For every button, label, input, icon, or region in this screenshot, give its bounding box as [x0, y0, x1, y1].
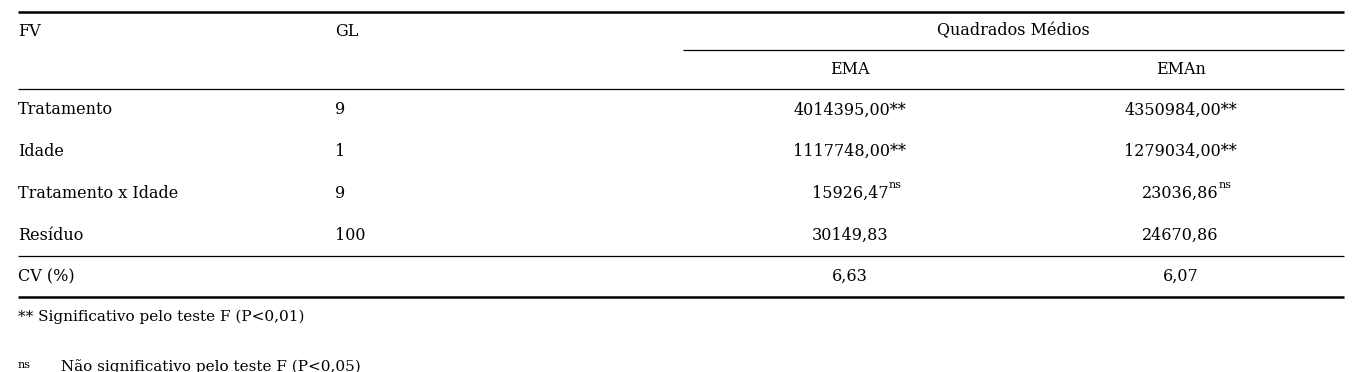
Text: 4350984,00**: 4350984,00**	[1124, 102, 1238, 118]
Text: CV (%): CV (%)	[18, 268, 74, 285]
Text: EMA: EMA	[831, 61, 870, 78]
Text: 6,07: 6,07	[1162, 268, 1198, 285]
Text: 9: 9	[336, 102, 346, 118]
Text: ns: ns	[18, 360, 31, 369]
Text: Tratamento x Idade: Tratamento x Idade	[18, 185, 178, 202]
Text: Idade: Idade	[18, 143, 64, 160]
Text: 24670,86: 24670,86	[1142, 227, 1218, 244]
Text: GL: GL	[336, 23, 359, 39]
Text: 100: 100	[336, 227, 366, 244]
Text: ns: ns	[1218, 180, 1232, 190]
Text: 1279034,00**: 1279034,00**	[1124, 143, 1238, 160]
Text: ** Significativo pelo teste F (P<0,01): ** Significativo pelo teste F (P<0,01)	[18, 310, 305, 324]
Text: 9: 9	[336, 185, 346, 202]
Text: EMAn: EMAn	[1156, 61, 1206, 78]
Text: ns: ns	[888, 180, 902, 190]
Text: 6,63: 6,63	[832, 268, 867, 285]
Text: 1117748,00**: 1117748,00**	[794, 143, 907, 160]
Text: 23036,86: 23036,86	[1142, 185, 1218, 202]
Text: 1: 1	[336, 143, 346, 160]
Text: Tratamento: Tratamento	[18, 102, 113, 118]
Text: 4014395,00**: 4014395,00**	[794, 102, 907, 118]
Text: 15926,47: 15926,47	[811, 185, 888, 202]
Text: Resíduo: Resíduo	[18, 227, 83, 244]
Text: 30149,83: 30149,83	[811, 227, 888, 244]
Text: Não significativo pelo teste F (P<0,05): Não significativo pelo teste F (P<0,05)	[56, 360, 361, 372]
Text: Quadrados Médios: Quadrados Médios	[937, 23, 1090, 39]
Text: FV: FV	[18, 23, 41, 39]
